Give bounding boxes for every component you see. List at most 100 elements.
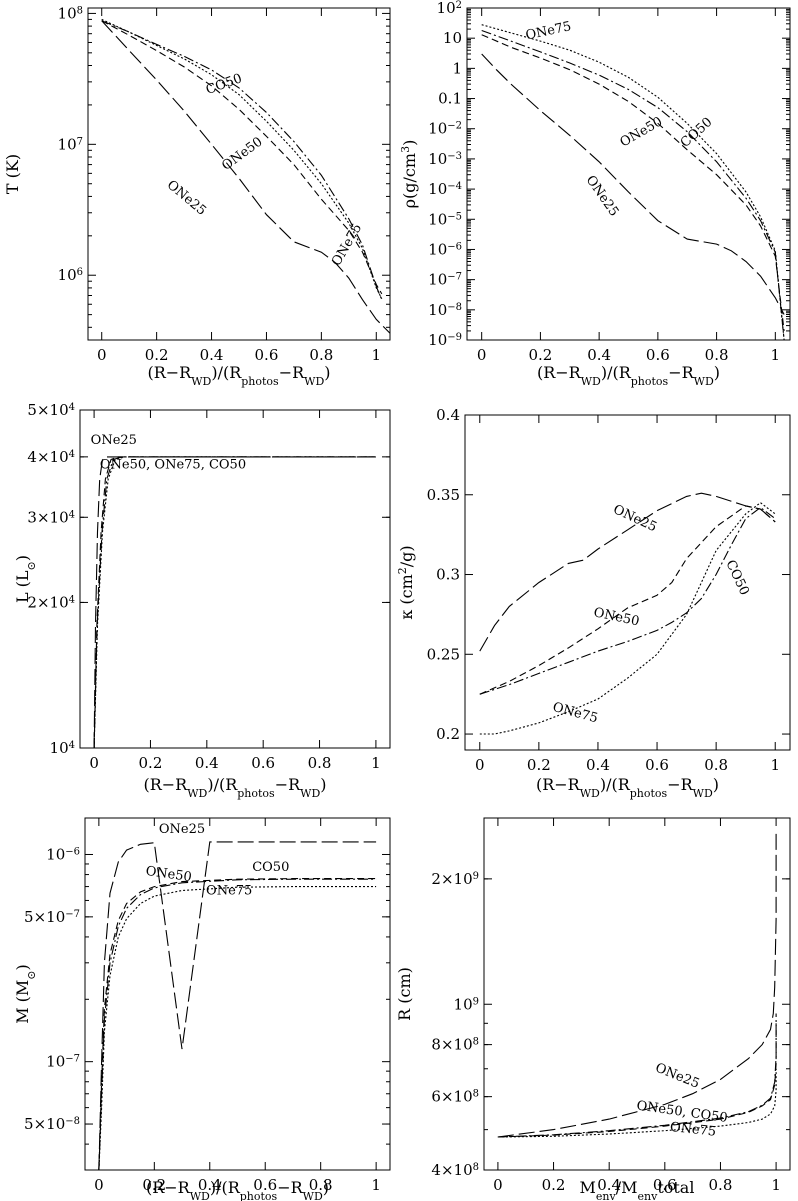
series-line-one75 <box>481 24 785 341</box>
x-tick-label: 0.2 <box>139 754 163 772</box>
series-line-one75 <box>98 886 377 1171</box>
x-axis-label: (R−RWD)/(Rphotos−RWD) <box>537 363 720 388</box>
y-tick-mantissa: 10 <box>428 240 447 258</box>
y-tick-label: 0.35 <box>427 486 460 504</box>
x-axis-label-part: (R−R <box>143 775 188 794</box>
x-tick-label: 0.2 <box>142 1176 166 1194</box>
x-tick-label: 0 <box>493 1176 503 1194</box>
x-axis-label-part: WD <box>581 375 601 388</box>
curve-label: ONe50, ONe75, CO50 <box>100 458 246 473</box>
x-axis-label-part: photos <box>240 1190 278 1201</box>
plot-frame <box>84 817 391 1171</box>
x-axis-label-part: total <box>657 1178 694 1197</box>
y-tick-label: 10−6 <box>428 240 462 258</box>
x-tick-label: 1 <box>371 1176 381 1194</box>
y-tick-mantissa: 0.1 <box>438 90 462 108</box>
y-tick-mantissa: 5×10 <box>24 908 65 926</box>
y-axis-label-part: ) <box>13 555 32 561</box>
series-line-co50 <box>497 1013 777 1138</box>
series-line-co50 <box>481 29 785 341</box>
y-tick-label: 6×108 <box>431 1088 479 1106</box>
y-tick-exponent: −8 <box>447 301 462 312</box>
x-tick-label: 0 <box>477 346 487 364</box>
y-tick-exponent: −9 <box>447 332 462 343</box>
curve-label: CO50 <box>204 71 244 98</box>
y-tick-label: 10−6 <box>46 845 80 863</box>
y-tick-label: 10−5 <box>428 210 462 228</box>
y-axis-label: κ (cm2/g) <box>396 545 417 619</box>
x-tick-label: 0.4 <box>198 1176 222 1194</box>
x-axis-label-part: −R <box>277 1178 303 1197</box>
y-tick-label: 10−7 <box>46 1053 80 1071</box>
y-axis-label: T (K) <box>3 154 22 194</box>
x-axis-label-part: WD <box>580 787 600 800</box>
x-axis-label-part: ) <box>714 363 720 382</box>
y-tick-mantissa: 10 <box>437 0 456 17</box>
series-line-one50 <box>101 20 383 295</box>
y-tick-mantissa: 0.25 <box>427 645 460 663</box>
y-tick-label: 10−2 <box>428 120 462 138</box>
y-tick-exponent: 8 <box>473 1036 479 1047</box>
y-tick-label: 10−4 <box>428 180 462 198</box>
y-axis-label-part: 3 <box>399 146 412 153</box>
series-line-one50 <box>93 456 376 749</box>
plot-frame <box>87 7 391 341</box>
y-tick-mantissa: 5×10 <box>24 1115 65 1133</box>
curve-label: ONe25 <box>91 433 137 448</box>
x-axis-label-part: (R−R <box>147 363 192 382</box>
y-tick-label: 10−7 <box>428 271 462 289</box>
series-line-one75 <box>101 18 383 300</box>
panel-luminosity: 0 0.2 0.4 0.6 0.8 11042×1043×1044×1045×104ONe… <box>13 401 391 800</box>
y-tick-exponent: 6 <box>77 267 83 278</box>
panel-temperature: 0 0.2 0.4 0.6 0.8 1106107108CO50ONe50ONe25ONe… <box>3 4 391 388</box>
y-axis-label-part: κ (cm <box>397 574 416 619</box>
x-axis-label-part: WD <box>694 375 714 388</box>
x-axis-label-part: WD <box>191 375 211 388</box>
x-axis-label-part: −R <box>279 363 305 382</box>
y-tick-mantissa: 10 <box>46 845 65 863</box>
x-tick-label: 0.8 <box>309 346 333 364</box>
curve-label: CO50 <box>722 558 751 598</box>
plot-frame <box>464 414 791 751</box>
x-axis-label-part: )/(R <box>211 363 242 382</box>
curve-label: ONe75 <box>206 884 252 899</box>
series-line-one75 <box>497 1068 777 1138</box>
y-tick-label: 4×108 <box>431 1161 479 1179</box>
series-line-one25 <box>481 53 785 315</box>
x-axis-label-part: photos <box>237 787 275 800</box>
y-tick-exponent: −8 <box>65 1116 80 1127</box>
y-tick-mantissa: 5×10 <box>27 401 68 419</box>
series-line-one25 <box>98 841 377 1171</box>
y-tick-label: 1 <box>452 59 462 77</box>
y-tick-exponent: −3 <box>447 150 462 161</box>
y-tick-mantissa: 4×10 <box>431 1161 472 1179</box>
x-axis-label-part: WD <box>303 1190 323 1201</box>
y-tick-label: 3×104 <box>27 508 75 526</box>
x-axis-label-part: env <box>638 1190 659 1201</box>
series-line-one25 <box>93 456 376 749</box>
y-tick-mantissa: 8×10 <box>431 1036 472 1054</box>
y-axis-label: L (L⊙) <box>13 555 38 603</box>
y-tick-mantissa: 10 <box>443 29 462 47</box>
y-tick-mantissa: 10 <box>428 120 447 138</box>
y-tick-label: 4×104 <box>27 448 75 466</box>
x-tick-label: 1 <box>771 346 781 364</box>
y-tick-exponent: −4 <box>447 181 462 192</box>
series-line-one50 <box>497 1023 777 1138</box>
y-tick-label: 0.2 <box>436 725 460 743</box>
curve-label: ONe25 <box>653 1061 702 1092</box>
x-tick-label: 0 <box>94 1176 104 1194</box>
x-tick-label: 0.4 <box>586 756 610 774</box>
x-tick-label: 0.2 <box>542 1176 566 1194</box>
y-axis-label-part: ) <box>400 140 419 146</box>
plot-frame <box>483 817 791 1171</box>
y-tick-exponent: 8 <box>473 1088 479 1099</box>
x-axis-label-part: ) <box>324 363 330 382</box>
y-tick-label: 104 <box>50 739 75 757</box>
panel-mass: 0 0.2 0.4 0.6 0.8 15×10−810−75×10−710−6ONe25C… <box>13 817 391 1201</box>
x-axis-label-part: )/(R <box>210 1178 241 1197</box>
x-tick-label: 0.8 <box>704 756 728 774</box>
y-tick-mantissa: 10 <box>428 210 447 228</box>
x-axis-label-part: (R−R <box>146 1178 191 1197</box>
y-tick-mantissa: 2×10 <box>431 870 472 888</box>
